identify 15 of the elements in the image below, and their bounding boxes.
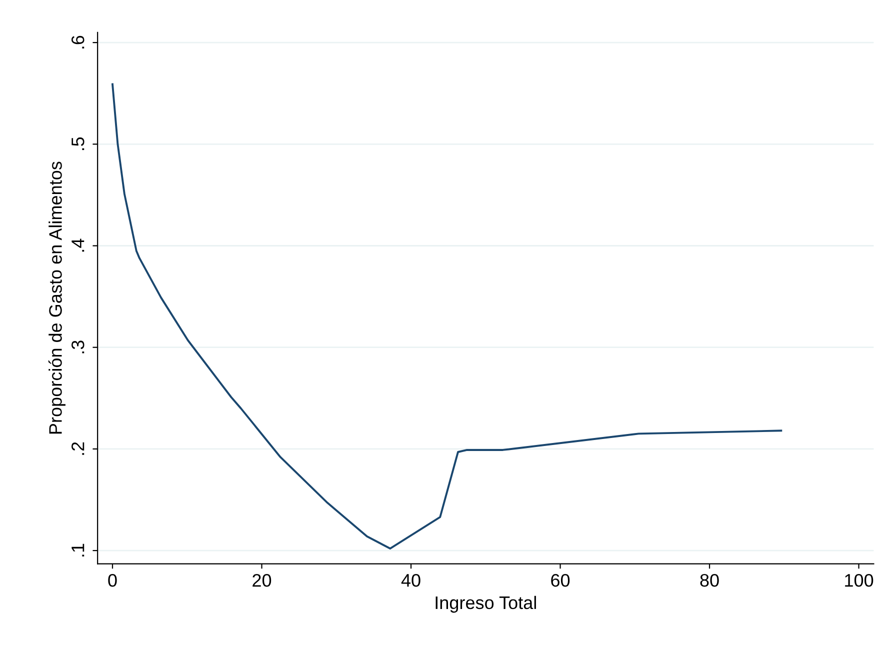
y-tick-label: .1	[72, 544, 84, 556]
x-tick-label: 0	[108, 574, 117, 587]
x-tick-label: 100	[845, 574, 874, 587]
x-tick-label: 40	[401, 574, 420, 587]
x-axis-title: Ingreso Total	[436, 596, 536, 613]
line-series	[112, 83, 782, 550]
x-tick-label: 60	[551, 574, 570, 587]
y-tick-label: .2	[71, 442, 84, 455]
y-tick-label: .4	[72, 238, 84, 252]
x-tick-label: 80	[700, 574, 719, 587]
y-tick-label: .5	[72, 137, 84, 150]
y-tick-label: .3	[71, 340, 84, 354]
y-axis-title: Proporción de Gasto en Alimentos	[48, 162, 66, 434]
y-tick-label: .6	[71, 36, 84, 48]
x-tick-label: 20	[252, 574, 272, 587]
